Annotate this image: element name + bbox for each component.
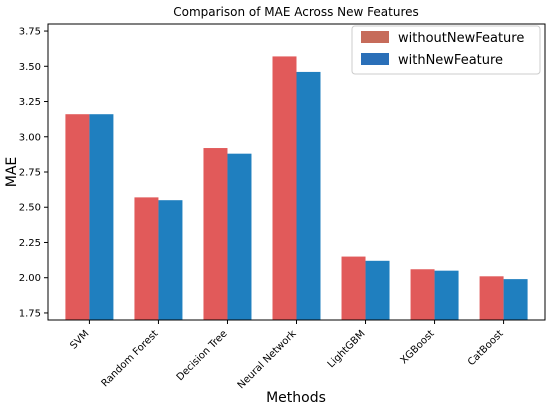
- bar-with-4: [365, 260, 390, 320]
- x-tick-label-0: SVM: [68, 328, 91, 351]
- bar-without-4: [341, 256, 366, 320]
- y-tick-label-3: 2.50: [19, 203, 41, 214]
- legend-label-with: withNewFeature: [398, 53, 503, 68]
- bar-with-6: [503, 279, 528, 320]
- bar-without-6: [479, 276, 504, 320]
- bar-with-5: [434, 270, 459, 320]
- legend-box: [351, 25, 541, 75]
- chart-title: Comparison of MAE Across New Features: [173, 5, 419, 19]
- bar-without-1: [134, 197, 159, 320]
- legend-swatch-without: [361, 31, 389, 43]
- bar-without-5: [410, 269, 435, 320]
- y-tick-label-5: 3.00: [19, 132, 41, 143]
- y-tick-label-1: 2.00: [19, 273, 41, 284]
- y-tick-label-2: 2.25: [19, 238, 41, 249]
- x-tick-label-6: CatBoost: [466, 328, 506, 368]
- y-axis-label: MAE: [4, 157, 20, 188]
- bar-with-1: [158, 200, 183, 320]
- x-tick-label-2: Decision Tree: [175, 328, 230, 383]
- y-tick-label-6: 3.25: [19, 97, 41, 108]
- bar-with-0: [89, 114, 114, 320]
- bar-with-2: [227, 153, 252, 320]
- x-tick-label-3: Neural Network: [236, 328, 299, 391]
- x-axis-label: Methods: [266, 390, 326, 406]
- x-tick-label-1: Random Forest: [100, 328, 161, 389]
- y-tick-label-4: 2.75: [19, 168, 41, 179]
- x-tick-label-4: LightGBM: [326, 328, 368, 370]
- legend-swatch-with: [361, 53, 389, 65]
- bars-layer: [65, 56, 528, 321]
- legend: withoutNewFeature withNewFeature: [351, 25, 541, 75]
- bar-without-0: [65, 114, 90, 320]
- y-axis: 1.75 2.00 2.25 2.50 2.75 3.00 3.25 3.50 3.75: [19, 27, 48, 319]
- x-axis: SVM Random Forest Decision Tree Neural Netw…: [68, 320, 506, 391]
- y-tick-label-8: 3.75: [19, 27, 41, 38]
- y-tick-label-0: 1.75: [19, 308, 41, 319]
- legend-label-without: withoutNewFeature: [398, 31, 524, 46]
- x-tick-label-5: XGBoost: [399, 328, 437, 366]
- bar-without-3: [272, 56, 297, 321]
- y-tick-label-7: 3.50: [19, 62, 41, 73]
- bar-without-2: [203, 148, 228, 320]
- bar-with-3: [296, 71, 321, 320]
